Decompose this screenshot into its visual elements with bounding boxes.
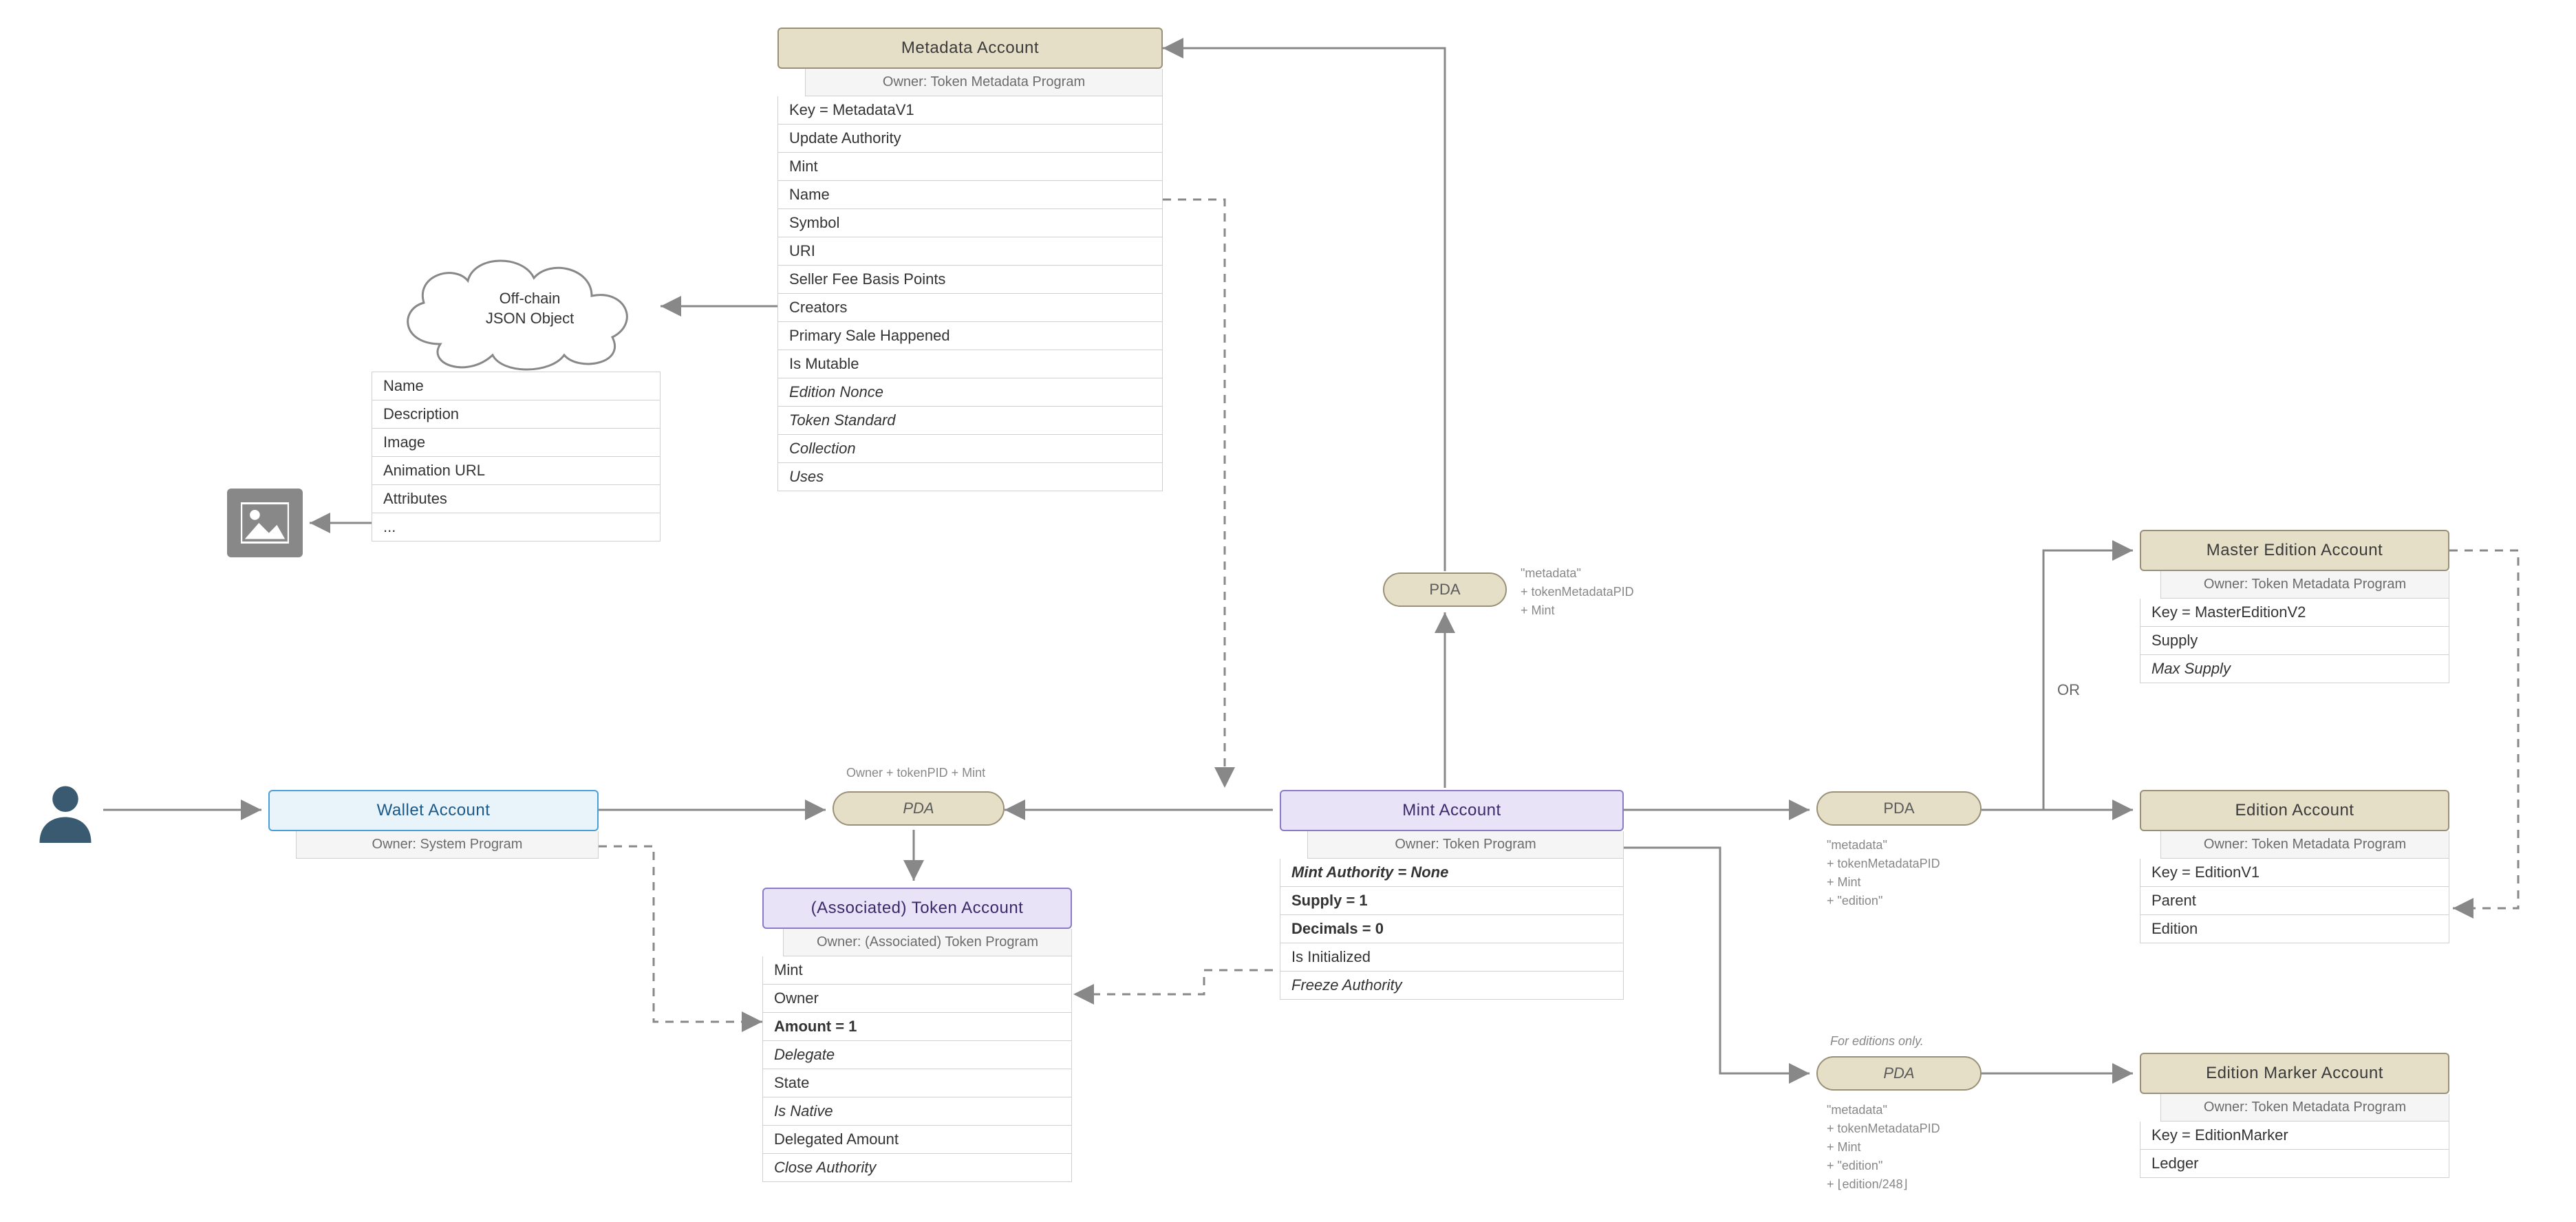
field-row: Key = EditionMarker [2140, 1122, 2449, 1150]
field-row: Amount = 1 [762, 1013, 1072, 1041]
edition-marker-owner: Owner: Token Metadata Program [2160, 1094, 2449, 1122]
pda4-title-annotation: For editions only. [1830, 1032, 1924, 1051]
master-edition-node: Master Edition Account Owner: Token Meta… [2140, 530, 2449, 683]
token-account-owner: Owner: (Associated) Token Program [783, 929, 1072, 956]
or-label: OR [2057, 681, 2080, 699]
master-edition-owner: Owner: Token Metadata Program [2160, 571, 2449, 599]
field-row: Owner [762, 985, 1072, 1013]
offchain-line2: JSON Object [486, 310, 574, 327]
field-row: URI [777, 237, 1163, 266]
field-row: Freeze Authority [1280, 972, 1624, 1000]
field-row: Is Initialized [1280, 943, 1624, 972]
wallet-account-title: Wallet Account [268, 790, 599, 831]
offchain-rows-node: NameDescriptionImageAnimation URLAttribu… [372, 372, 661, 542]
edition-account-title: Edition Account [2140, 790, 2449, 831]
offchain-line1: Off-chain [500, 290, 561, 307]
field-row: Uses [777, 463, 1163, 491]
field-row: Decimals = 0 [1280, 915, 1624, 943]
field-row: Collection [777, 435, 1163, 463]
field-row: Mint Authority = None [1280, 859, 1624, 887]
field-row: Close Authority [762, 1154, 1072, 1182]
metadata-account-owner: Owner: Token Metadata Program [805, 69, 1163, 96]
wallet-account-owner: Owner: System Program [296, 831, 599, 859]
edition-marker-node: Edition Marker Account Owner: Token Meta… [2140, 1053, 2449, 1178]
wallet-account-node: Wallet Account Owner: System Program [268, 790, 599, 859]
field-row: Edition Nonce [777, 378, 1163, 407]
token-account-title: (Associated) Token Account [762, 888, 1072, 929]
offchain-cloud-label: Off-chain JSON Object [475, 289, 585, 328]
field-row: Is Mutable [777, 350, 1163, 378]
field-row: Name [777, 181, 1163, 209]
field-row: Symbol [777, 209, 1163, 237]
pda1-annotation: Owner + tokenPID + Mint [846, 764, 985, 782]
field-row: Ledger [2140, 1150, 2449, 1178]
field-row: Supply = 1 [1280, 887, 1624, 915]
field-row: Name [372, 372, 661, 400]
field-row: Animation URL [372, 457, 661, 485]
image-icon [227, 489, 303, 557]
field-row: Delegate [762, 1041, 1072, 1069]
field-row: Key = EditionV1 [2140, 859, 2449, 887]
field-row: Mint [777, 153, 1163, 181]
field-row: Max Supply [2140, 655, 2449, 683]
pda-metadata: PDA [1383, 572, 1507, 607]
field-row: Image [372, 429, 661, 457]
pda3-annotation: "metadata" + tokenMetadataPID + Mint + "… [1827, 836, 1940, 910]
pda-edition-marker: PDA [1816, 1056, 1982, 1091]
field-row: Mint [762, 956, 1072, 985]
mint-account-owner: Owner: Token Program [1307, 831, 1624, 859]
field-row: ... [372, 513, 661, 542]
field-row: Supply [2140, 627, 2449, 655]
metadata-account-title: Metadata Account [777, 28, 1163, 69]
pda-token-account: PDA [833, 791, 1005, 826]
field-row: Attributes [372, 485, 661, 513]
master-edition-title: Master Edition Account [2140, 530, 2449, 571]
field-row: Key = MasterEditionV2 [2140, 599, 2449, 627]
mint-account-title: Mint Account [1280, 790, 1624, 831]
field-row: Primary Sale Happened [777, 322, 1163, 350]
field-row: Key = MetadataV1 [777, 96, 1163, 125]
pda-edition: PDA [1816, 791, 1982, 826]
pda4-annotation: "metadata" + tokenMetadataPID + Mint + "… [1827, 1101, 1940, 1194]
field-row: Token Standard [777, 407, 1163, 435]
field-row: Is Native [762, 1097, 1072, 1126]
field-row: Delegated Amount [762, 1126, 1072, 1154]
edition-marker-title: Edition Marker Account [2140, 1053, 2449, 1094]
mint-account-node: Mint Account Owner: Token Program Mint A… [1280, 790, 1624, 1000]
user-icon [34, 778, 96, 846]
edition-account-node: Edition Account Owner: Token Metadata Pr… [2140, 790, 2449, 943]
field-row: Description [372, 400, 661, 429]
field-row: Edition [2140, 915, 2449, 943]
edition-account-owner: Owner: Token Metadata Program [2160, 831, 2449, 859]
field-row: Parent [2140, 887, 2449, 915]
field-row: Update Authority [777, 125, 1163, 153]
pda2-annotation: "metadata" + tokenMetadataPID + Mint [1521, 564, 1634, 620]
token-account-node: (Associated) Token Account Owner: (Assoc… [762, 888, 1072, 1182]
field-row: State [762, 1069, 1072, 1097]
field-row: Seller Fee Basis Points [777, 266, 1163, 294]
field-row: Creators [777, 294, 1163, 322]
metadata-account-node: Metadata Account Owner: Token Metadata P… [777, 28, 1163, 491]
